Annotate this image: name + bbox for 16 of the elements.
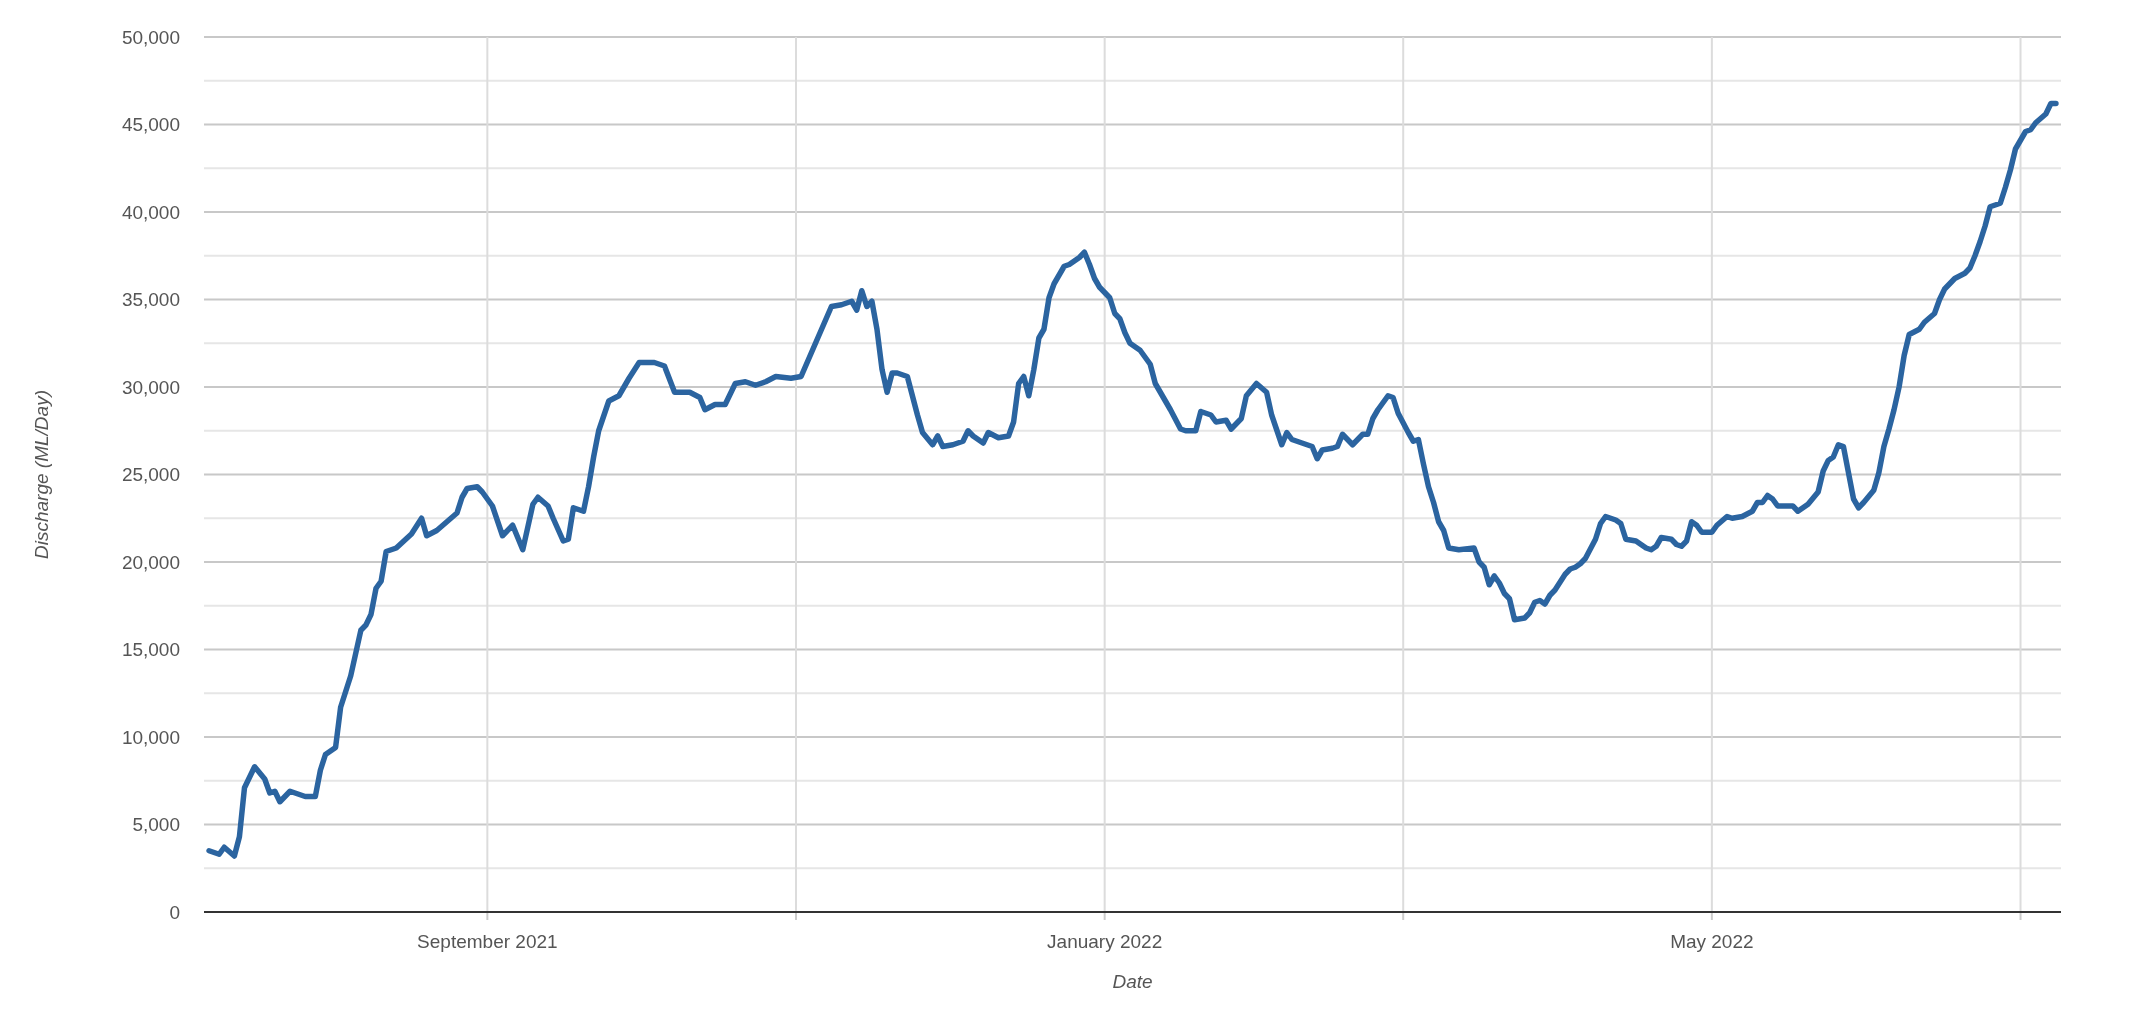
y-tick-label: 20,000 <box>121 551 180 573</box>
y-tick-label: 0 <box>169 901 180 923</box>
y-tick-label: 50,000 <box>121 26 180 48</box>
y-tick-label: 35,000 <box>121 289 180 311</box>
y-tick-label: 40,000 <box>121 201 180 223</box>
y-tick-label: 10,000 <box>121 726 180 748</box>
y-tick-label: 30,000 <box>121 376 180 398</box>
x-tick-label: May 2022 <box>1670 931 1754 952</box>
y-tick-label: 15,000 <box>121 639 180 661</box>
y-tick-label: 25,000 <box>121 464 180 486</box>
x-axis-title: Date <box>1112 971 1153 992</box>
y-tick-label: 5,000 <box>132 814 180 836</box>
y-tick-label: 45,000 <box>121 114 180 136</box>
y-axis-title: Discharge (ML/Day) <box>31 390 52 559</box>
x-tick-label: September 2021 <box>417 931 558 952</box>
x-tick-label: January 2022 <box>1047 931 1163 952</box>
